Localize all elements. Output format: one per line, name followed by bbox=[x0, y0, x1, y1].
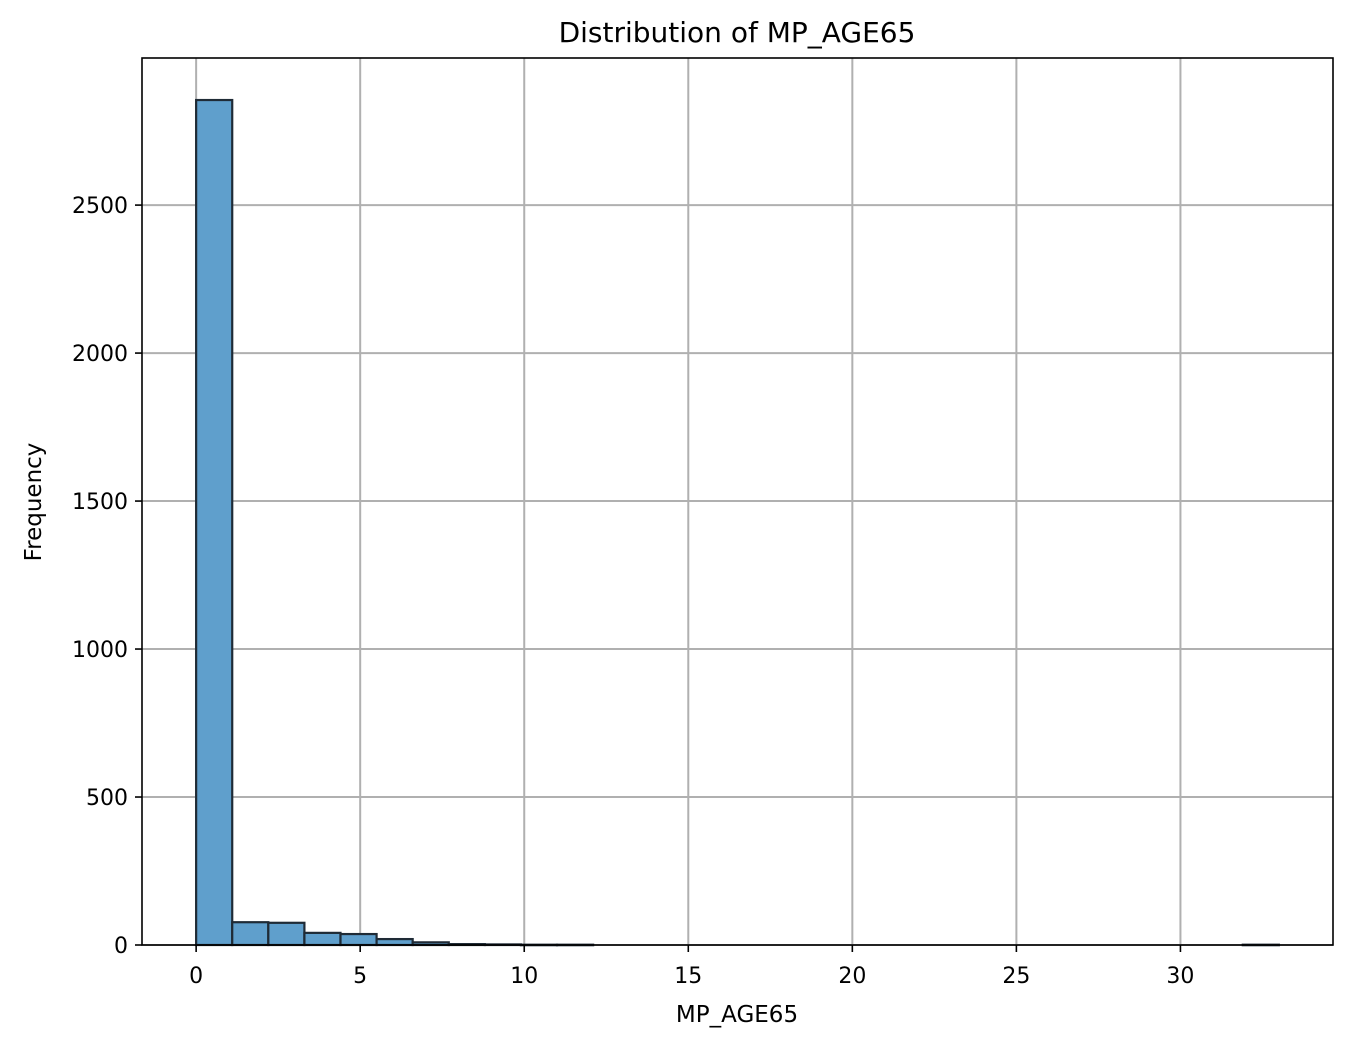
histogram-bar bbox=[195, 98, 234, 947]
histogram-bars bbox=[195, 98, 1280, 947]
y-tick-label: 1500 bbox=[72, 490, 128, 515]
x-axis-ticks: 0 5 10 15 20 25 30 bbox=[189, 945, 1194, 989]
y-tick-label: 2000 bbox=[72, 342, 128, 367]
x-tick-label: 10 bbox=[510, 964, 538, 989]
histogram-bar bbox=[231, 921, 270, 947]
histogram-bar bbox=[339, 932, 378, 947]
y-tick-label: 1000 bbox=[72, 638, 128, 663]
y-tick-label: 500 bbox=[86, 786, 128, 811]
y-axis-ticks: 0 500 1000 1500 2000 2500 bbox=[72, 194, 142, 959]
x-tick-label: 0 bbox=[189, 964, 203, 989]
histogram-bar bbox=[267, 921, 306, 947]
x-tick-label: 20 bbox=[838, 964, 866, 989]
histogram-bar bbox=[303, 931, 342, 947]
y-tick-label: 2500 bbox=[72, 194, 128, 219]
x-axis-label: MP_AGE65 bbox=[676, 1002, 798, 1028]
y-axis-label: Frequency bbox=[21, 443, 47, 562]
chart-title: Distribution of MP_AGE65 bbox=[559, 16, 916, 49]
histogram-bar bbox=[375, 937, 414, 947]
x-tick-label: 30 bbox=[1166, 964, 1194, 989]
y-tick-label: 0 bbox=[114, 934, 128, 959]
x-tick-label: 5 bbox=[353, 964, 367, 989]
x-tick-label: 25 bbox=[1002, 964, 1030, 989]
grid-lines bbox=[142, 58, 1333, 946]
x-tick-label: 15 bbox=[674, 964, 702, 989]
